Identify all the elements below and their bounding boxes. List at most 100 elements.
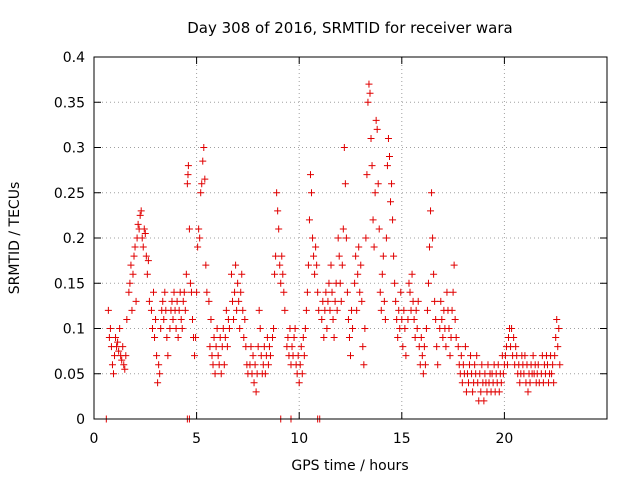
data-point (331, 297, 339, 305)
data-point (399, 343, 407, 351)
data-point (234, 279, 242, 287)
data-point (446, 352, 454, 360)
data-point (339, 225, 347, 233)
data-point (312, 243, 320, 251)
data-point (320, 334, 328, 342)
data-point (220, 361, 228, 369)
data-point (127, 261, 135, 269)
data-point (106, 325, 114, 332)
data-point (184, 171, 192, 179)
data-point (166, 325, 174, 332)
data-point (272, 252, 280, 260)
data-point (252, 388, 260, 396)
data-point (424, 279, 432, 287)
data-point (335, 252, 343, 260)
data-point (276, 261, 284, 269)
data-point (387, 198, 395, 206)
data-point (333, 306, 341, 314)
data-point (310, 252, 318, 260)
y-tick-label: 0.3 (63, 141, 85, 157)
data-point (186, 279, 194, 287)
data-point (365, 80, 373, 88)
data-point (480, 397, 488, 405)
data-point (160, 315, 168, 323)
data-point (414, 297, 422, 305)
data-point (122, 352, 130, 360)
data-point (467, 352, 475, 360)
data-point (231, 288, 239, 296)
data-point (385, 153, 393, 161)
data-point (556, 361, 564, 369)
data-point (115, 347, 123, 355)
data-point (183, 180, 191, 188)
data-point (420, 343, 428, 351)
x-tick-label: 5 (192, 431, 201, 447)
data-point (163, 334, 171, 342)
data-point (222, 306, 230, 314)
data-point (205, 297, 213, 305)
data-point (297, 343, 305, 351)
data-point (325, 279, 333, 287)
data-point (288, 343, 296, 351)
data-point (235, 297, 243, 305)
data-point (328, 288, 336, 296)
data-point (233, 306, 241, 314)
data-point (376, 288, 384, 296)
data-point (431, 297, 439, 305)
data-point (208, 352, 216, 360)
data-point (182, 270, 190, 278)
data-point (130, 252, 138, 260)
data-point (227, 270, 235, 278)
data-point (305, 216, 313, 224)
data-point (265, 343, 273, 351)
data-point (362, 234, 370, 242)
data-point (238, 270, 246, 278)
data-point (419, 370, 427, 378)
data-point (298, 370, 306, 378)
data-point (411, 334, 419, 342)
data-point (188, 315, 196, 323)
data-point (458, 379, 466, 387)
data-point (219, 325, 227, 332)
data-point (177, 315, 185, 323)
data-point (207, 315, 215, 323)
data-point (195, 225, 203, 233)
data-point (551, 352, 559, 360)
data-point (278, 252, 286, 260)
data-point (154, 379, 162, 387)
data-point (422, 325, 430, 332)
data-point (454, 343, 462, 351)
x-tick-label: 20 (495, 431, 513, 447)
data-point (448, 306, 456, 314)
data-point (430, 270, 438, 278)
data-point (137, 207, 145, 215)
data-point (197, 189, 205, 197)
data-point (191, 352, 199, 360)
data-point (181, 306, 189, 314)
data-point (377, 306, 385, 314)
data-point (304, 261, 312, 269)
data-point (392, 297, 400, 305)
data-point (303, 288, 311, 296)
data-point (274, 207, 282, 215)
data-point (172, 325, 180, 332)
data-point (364, 98, 372, 106)
data-point (152, 315, 160, 323)
data-point (193, 288, 201, 296)
data-point (250, 379, 258, 387)
data-point (148, 325, 156, 332)
data-point (302, 306, 310, 314)
data-point (368, 162, 376, 170)
data-point (112, 334, 120, 342)
data-point (179, 297, 187, 305)
data-point (225, 325, 233, 332)
data-point (301, 325, 309, 332)
data-point (300, 352, 308, 360)
data-point (380, 297, 388, 305)
data-point (529, 352, 537, 360)
data-point (359, 343, 367, 351)
data-point (180, 288, 188, 296)
data-point (512, 343, 520, 351)
data-point (367, 134, 375, 142)
data-point (203, 288, 211, 296)
